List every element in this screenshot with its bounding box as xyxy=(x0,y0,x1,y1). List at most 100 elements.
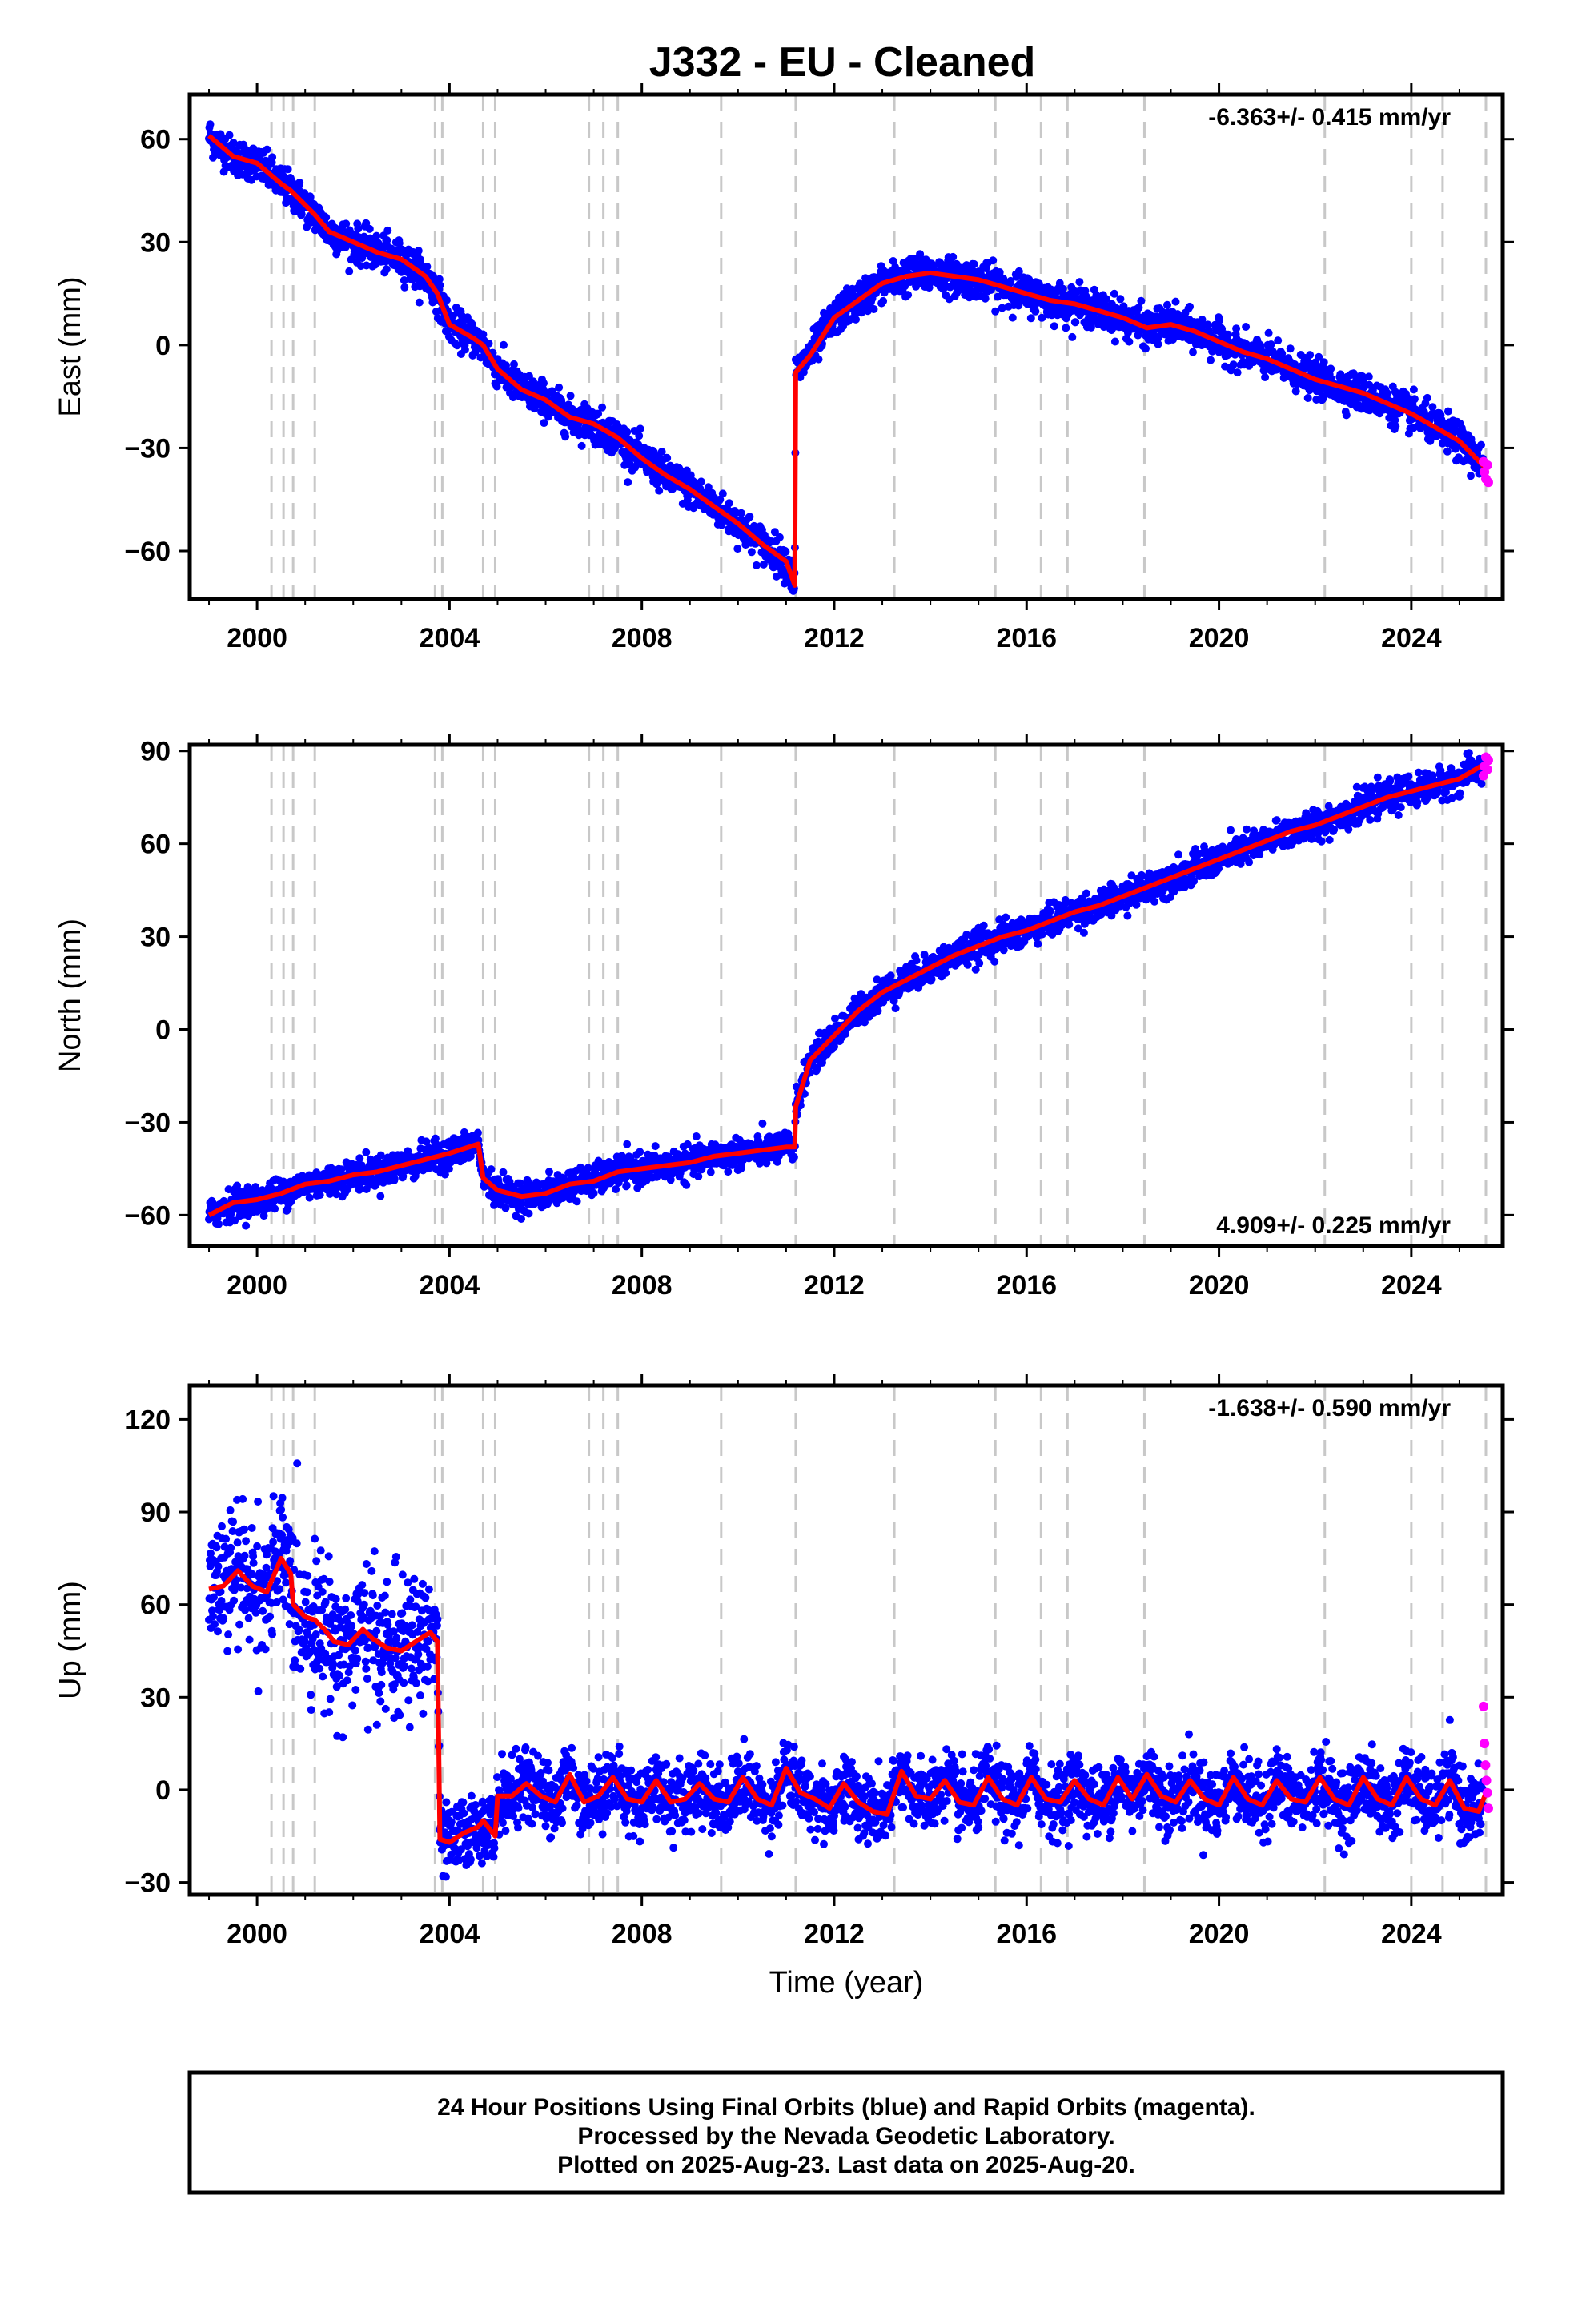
rapid-point xyxy=(1482,460,1492,470)
final-point xyxy=(499,1168,508,1176)
final-point xyxy=(362,261,371,270)
final-point xyxy=(651,1142,660,1151)
final-point xyxy=(1229,360,1238,369)
x-tick-label: 2012 xyxy=(804,623,865,653)
x-tick-label: 2016 xyxy=(996,623,1057,653)
final-point xyxy=(372,231,381,240)
final-point xyxy=(1071,318,1080,327)
final-point xyxy=(869,305,878,313)
plot-area xyxy=(205,749,1493,1230)
final-point xyxy=(1154,340,1162,348)
north-panel: 2000 2004 2008 2012 2016 2020 2024−60−30030609… xyxy=(54,734,1514,1301)
final-point xyxy=(1443,447,1452,456)
final-point xyxy=(991,307,1000,316)
y-tick-label: −60 xyxy=(124,537,171,567)
final-point xyxy=(1232,324,1241,333)
final-point xyxy=(1068,332,1077,341)
final-point xyxy=(1116,295,1125,304)
final-point xyxy=(706,1168,715,1176)
final-point xyxy=(747,548,756,557)
final-point xyxy=(1026,314,1035,323)
final-point xyxy=(752,561,761,569)
final-point xyxy=(572,1197,581,1206)
y-tick-label: 60 xyxy=(140,125,171,155)
final-point xyxy=(376,1151,385,1160)
final-point xyxy=(589,1188,598,1197)
final-point xyxy=(500,340,508,349)
final-point xyxy=(1477,440,1485,449)
final-point xyxy=(598,403,607,412)
final-point xyxy=(484,339,493,348)
final-point xyxy=(473,1128,482,1137)
final-point xyxy=(1215,348,1223,356)
final-point xyxy=(1423,393,1431,402)
final-point xyxy=(540,379,548,388)
final-point xyxy=(1342,411,1351,420)
final-point xyxy=(655,486,664,495)
final-point xyxy=(460,345,469,354)
final-point xyxy=(1312,396,1321,404)
rapid-point xyxy=(1483,477,1493,488)
final-orbit-points xyxy=(205,120,1488,595)
final-point xyxy=(414,247,423,255)
x-tick-label: 2008 xyxy=(612,623,673,653)
plot-frame xyxy=(187,92,1505,601)
final-point xyxy=(382,265,391,274)
final-point xyxy=(852,315,860,324)
final-point xyxy=(733,545,742,553)
final-point xyxy=(395,239,404,247)
final-point xyxy=(981,294,990,303)
final-point xyxy=(692,1132,701,1140)
final-point xyxy=(487,1165,496,1174)
final-point xyxy=(561,432,570,441)
final-point xyxy=(636,424,644,433)
rapid-orbit-points xyxy=(1478,456,1493,488)
final-point xyxy=(623,428,632,436)
final-point xyxy=(242,1221,251,1230)
final-point xyxy=(694,1172,703,1180)
final-point xyxy=(566,392,575,400)
final-point xyxy=(229,139,238,147)
final-point xyxy=(322,213,331,222)
final-point xyxy=(468,320,476,329)
final-point xyxy=(623,1140,632,1148)
final-point xyxy=(1306,351,1315,360)
final-point xyxy=(442,296,451,304)
y-tick-label: 30 xyxy=(140,227,171,258)
final-point xyxy=(759,560,768,569)
final-point xyxy=(1428,403,1437,412)
final-point xyxy=(676,465,685,474)
final-point xyxy=(355,1154,364,1163)
final-point xyxy=(814,355,823,364)
final-point xyxy=(1207,356,1215,364)
plot-area xyxy=(205,120,1493,595)
final-point xyxy=(1025,275,1034,284)
final-point xyxy=(435,275,444,283)
final-point xyxy=(355,1185,363,1194)
final-point xyxy=(1467,472,1475,480)
east-panel: 2000 2004 2008 2012 2016 2020 2024−60−3003060E… xyxy=(54,83,1514,653)
final-point xyxy=(415,298,424,307)
final-point xyxy=(1075,278,1084,287)
final-point xyxy=(271,1204,279,1213)
final-point xyxy=(716,495,725,504)
final-point xyxy=(510,360,518,368)
x-tick-label: 2000 xyxy=(227,623,287,653)
final-point xyxy=(376,1192,385,1200)
final-point xyxy=(1031,307,1040,316)
final-point xyxy=(1171,297,1180,306)
final-point xyxy=(315,1191,324,1200)
final-point xyxy=(524,1209,533,1218)
final-point xyxy=(1224,330,1233,339)
final-point xyxy=(682,1180,691,1189)
final-point xyxy=(1336,370,1345,379)
final-point xyxy=(663,454,672,462)
final-point xyxy=(1303,394,1312,402)
final-point xyxy=(704,483,713,492)
final-point xyxy=(1233,368,1242,377)
final-point xyxy=(345,267,354,275)
final-point xyxy=(540,419,548,428)
final-point xyxy=(731,509,740,517)
final-point xyxy=(1008,313,1017,322)
